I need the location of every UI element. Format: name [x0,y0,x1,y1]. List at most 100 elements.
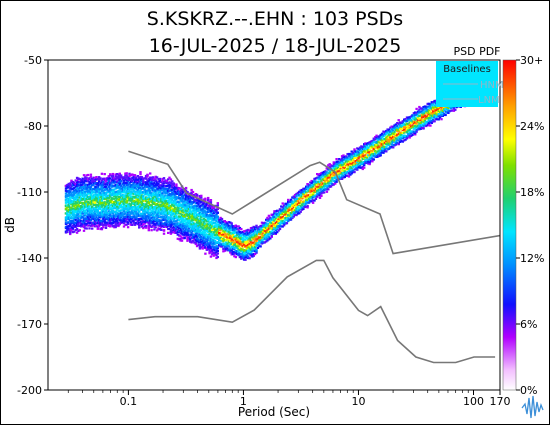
pdf-cell [75,227,79,230]
pdf-cell [408,116,411,119]
pdf-cell [438,109,442,112]
pdf-cell [182,195,185,198]
pdf-cell [349,157,352,160]
pdf-cell [438,116,442,119]
pdf-cell [405,116,409,119]
pdf-cell [66,217,69,221]
pdf-cell [142,215,145,218]
pdf-cell [204,226,207,229]
pdf-cell [437,106,440,109]
pdf-cell [351,171,355,174]
pdf-cell [66,211,69,214]
pdf-cell [139,220,142,223]
pdf-cell [349,165,352,168]
pdf-cell [114,183,117,186]
pdf-cell [251,245,254,248]
pdf-cell [183,201,186,204]
pdf-cell [383,138,387,141]
pdf-cell [400,124,403,127]
pdf-cell [132,213,135,216]
pdf-cell [360,166,363,169]
pdf-cell [403,118,406,121]
pdf-cell [95,210,98,213]
pdf-cell [195,235,199,238]
pdf-cell [382,137,385,141]
pdf-cell [211,251,214,254]
pdf-cell [69,206,72,209]
pdf-cell [158,205,162,208]
pdf-cell [340,157,344,160]
pdf-cell [244,238,247,241]
pdf-cell [300,203,304,206]
pdf-cell [244,229,247,233]
pdf-cell [179,215,182,218]
pdf-cell [70,208,73,211]
pdf-cell [189,229,192,232]
pdf-cell [124,215,127,218]
pdf-cell [340,161,344,164]
pdf-cell [84,177,87,180]
pdf-cell [172,231,175,234]
pdf-cell [151,208,155,211]
pdf-cell [88,198,91,201]
pdf-cell [92,221,95,224]
pdf-cell [84,194,87,197]
pdf-cell [335,164,338,167]
pdf-cell [256,229,260,232]
pdf-cell [427,114,431,117]
pdf-cell [271,226,275,229]
pdf-cell [131,176,134,180]
pdf-cell [157,191,160,194]
pdf-cell [223,249,226,252]
pdf-cell [135,178,138,181]
pdf-cell [135,218,138,221]
pdf-cell [224,230,228,233]
pdf-cell [212,236,215,239]
pdf-cell [155,229,159,232]
pdf-cell [251,250,254,253]
pdf-cell [394,123,398,126]
pdf-cell [95,178,98,181]
pdf-cell [331,178,334,181]
pdf-cell [190,210,193,213]
pdf-cell [184,209,188,212]
pdf-cell [126,199,130,202]
pdf-cell [82,206,86,209]
pdf-cell [350,162,353,165]
pdf-cell [86,190,90,193]
pdf-cell [160,205,163,208]
pdf-cell [165,187,168,190]
pdf-cell [66,205,69,208]
pdf-cell [327,164,330,167]
pdf-cell [311,192,315,195]
pdf-cell [193,224,196,227]
pdf-cell [418,114,421,117]
pdf-cell [237,225,240,228]
pdf-cell [117,191,120,194]
pdf-cell [182,237,185,240]
pdf-cell [126,221,130,224]
pdf-cell [139,198,142,201]
pdf-cell [162,218,166,221]
pdf-cell [161,204,164,207]
pdf-cell [392,132,395,135]
pdf-cell [144,215,148,218]
pdf-cell [265,218,268,221]
pdf-cell [343,157,346,160]
pdf-cell [320,190,323,193]
pdf-cell [70,199,73,203]
pdf-cell [151,200,155,203]
pdf-cell [118,206,121,209]
pdf-cell [233,255,236,258]
pdf-cell [343,170,346,173]
pdf-cell [419,123,422,126]
pdf-cell [172,208,175,211]
pdf-cell [115,191,119,195]
pdf-cell [280,216,283,219]
pdf-cell [64,189,68,192]
pdf-cell [394,140,398,143]
pdf-cell [88,192,91,195]
pdf-cell [176,222,179,225]
pdf-cell [106,194,109,197]
pdf-cell [429,116,432,119]
